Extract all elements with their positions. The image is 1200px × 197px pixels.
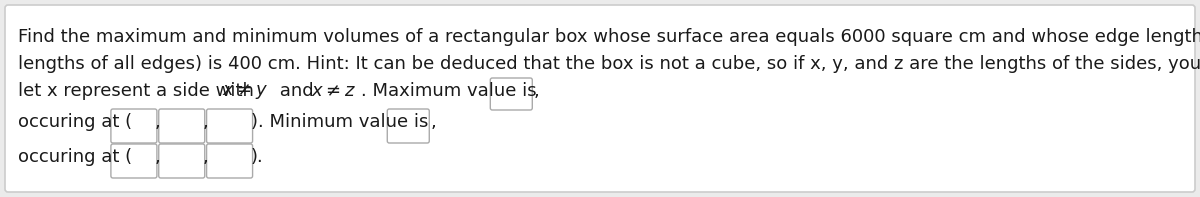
Text: let x represent a side with: let x represent a side with <box>18 82 259 100</box>
Text: ,: , <box>203 148 209 166</box>
FancyBboxPatch shape <box>206 144 252 178</box>
Text: ,: , <box>155 113 161 131</box>
FancyBboxPatch shape <box>158 144 205 178</box>
FancyBboxPatch shape <box>110 109 157 143</box>
Text: ).: ). <box>251 148 263 166</box>
Text: ). Minimum value is: ). Minimum value is <box>251 113 428 131</box>
Text: and: and <box>275 82 319 100</box>
Text: $x \neq y$: $x \neq y$ <box>222 82 269 101</box>
Text: ,: , <box>203 113 209 131</box>
FancyBboxPatch shape <box>491 78 533 110</box>
FancyBboxPatch shape <box>388 109 430 143</box>
FancyBboxPatch shape <box>206 109 252 143</box>
Text: ,: , <box>533 82 539 100</box>
Text: $x \neq z$: $x \neq z$ <box>311 82 356 100</box>
FancyBboxPatch shape <box>5 5 1195 192</box>
Text: occuring at (: occuring at ( <box>18 148 132 166</box>
FancyBboxPatch shape <box>158 109 205 143</box>
Text: ,: , <box>431 113 436 131</box>
Text: occuring at (: occuring at ( <box>18 113 132 131</box>
Text: Find the maximum and minimum volumes of a rectangular box whose surface area equ: Find the maximum and minimum volumes of … <box>18 28 1200 46</box>
Text: . Maximum value is: . Maximum value is <box>361 82 536 100</box>
Text: lengths of all edges) is 400 cm. Hint: It can be deduced that the box is not a c: lengths of all edges) is 400 cm. Hint: I… <box>18 55 1200 73</box>
Text: ,: , <box>155 148 161 166</box>
FancyBboxPatch shape <box>110 144 157 178</box>
